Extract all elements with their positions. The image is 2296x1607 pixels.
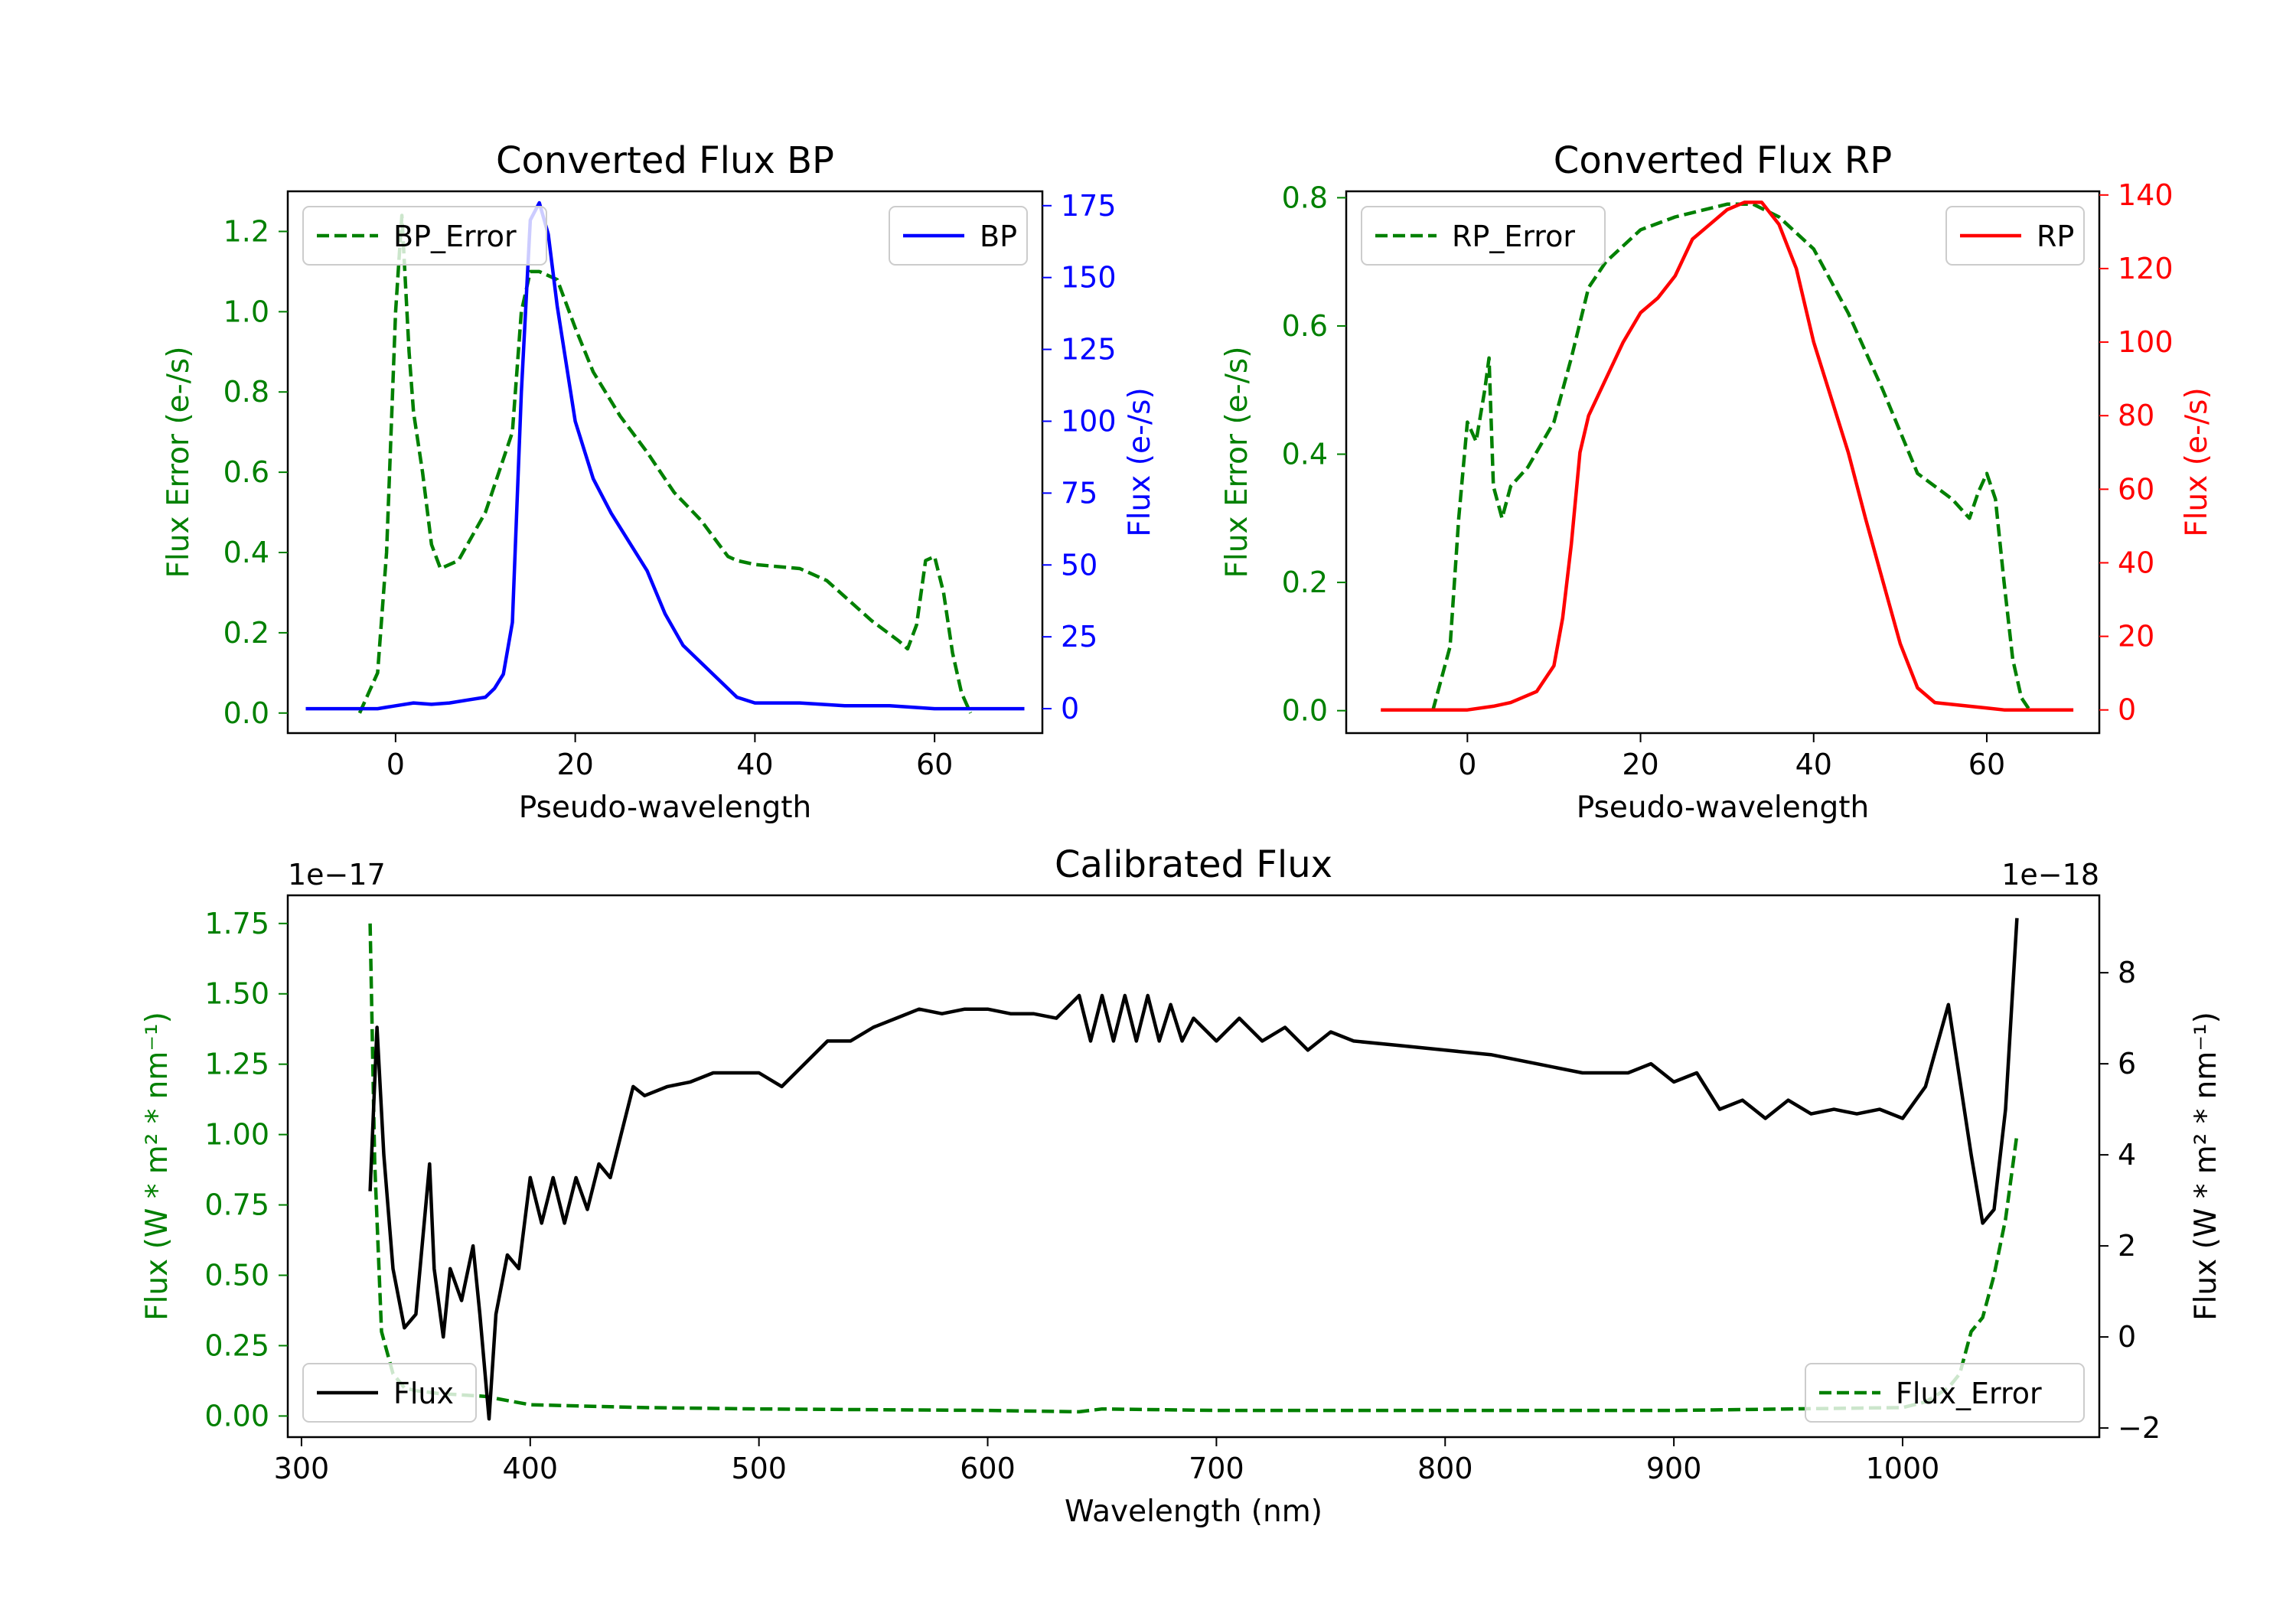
bp-y-left-tick-label: 1.0 [223, 295, 269, 328]
rp-series-rp-error [1430, 202, 2032, 712]
cal-y-left-tick-label: 1.25 [204, 1048, 269, 1081]
cal-legend-label: Flux_Error [1896, 1377, 2042, 1410]
rp-y-left-axis-label: Flux Error (e-/s) [1220, 347, 1254, 579]
cal-y-right-tick-label: 0 [2118, 1320, 2136, 1354]
bp-y-left-tick-label: 0.8 [223, 375, 269, 409]
bp-y-left-tick-label: 0.4 [223, 536, 269, 569]
rp-legend-label: RP [2037, 220, 2074, 253]
rp-y-right-tick-label: 100 [2118, 325, 2174, 359]
cal-x-tick-label: 600 [960, 1452, 1016, 1485]
rp-y-right-tick-label: 0 [2118, 693, 2136, 727]
cal-offset-left: 1e−17 [288, 858, 386, 892]
bp-y-right-tick-label: 0 [1061, 692, 1079, 725]
rp-x-tick-label: 20 [1622, 748, 1658, 781]
rp-y-left-tick-label: 0.6 [1282, 309, 1328, 343]
rp-y-right-tick-label: 120 [2118, 252, 2174, 285]
bp-x-tick-label: 20 [556, 748, 593, 781]
bp-title: Converted Flux BP [496, 139, 834, 182]
cal-y-left-axis-label: Flux (W * m² * nm⁻¹) [140, 1012, 174, 1321]
cal-y-right-tick-label: 4 [2118, 1138, 2136, 1172]
cal-series-flux [368, 918, 2019, 1421]
cal-y-left-tick-label: 1.75 [204, 907, 269, 940]
rp-y-left-tick-label: 0.8 [1282, 181, 1328, 214]
cal-y-right-tick-label: 8 [2118, 956, 2136, 989]
bp-axes-frame [286, 190, 1044, 735]
rp-y-right-tick-label: 20 [2118, 620, 2154, 654]
bp-legend-box [302, 206, 547, 266]
bp-x-axis-label: Pseudo-wavelength [519, 790, 811, 825]
cal-y-right-tick-label: −2 [2118, 1411, 2161, 1445]
rp-y-left-tick-label: 0.4 [1282, 438, 1328, 471]
cal-y-left-tick-label: 1.00 [204, 1118, 269, 1152]
rp-series-rp [1381, 200, 2074, 712]
rp-y-right-tick-label: 140 [2118, 178, 2174, 212]
cal-legend-label: Flux [393, 1377, 454, 1410]
bp-y-right-tick-label: 25 [1061, 620, 1097, 654]
rp-y-right-tick-label: 60 [2118, 472, 2154, 506]
bp-y-left-tick-label: 0.2 [223, 616, 269, 650]
cal-x-tick-label: 800 [1417, 1452, 1473, 1485]
cal-y-right-tick-label: 2 [2118, 1229, 2136, 1263]
rp-y-left-tick-label: 0.0 [1282, 694, 1328, 728]
cal-axes-frame [286, 894, 2101, 1439]
bp-y-right-tick-label: 75 [1061, 476, 1097, 510]
cal-x-tick-label: 700 [1189, 1452, 1244, 1485]
bp-y-right-tick-label: 100 [1061, 404, 1117, 438]
cal-y-left-tick-label: 0.50 [204, 1259, 269, 1292]
rp-x-tick-label: 60 [1968, 748, 2005, 781]
rp-x-tick-label: 40 [1795, 748, 1832, 781]
bp-y-left-tick-label: 0.0 [223, 696, 269, 730]
cal-title: Calibrated Flux [1055, 843, 1332, 886]
cal-y-left-tick-label: 0.25 [204, 1328, 269, 1362]
cal-series-flux-error [368, 923, 2019, 1414]
cal-y-right-axis-label: Flux (W * m² * nm⁻¹) [2189, 1012, 2223, 1321]
cal-y-left-tick-label: 1.50 [204, 977, 269, 1011]
rp-title: Converted Flux RP [1554, 139, 1892, 182]
bp-x-tick-label: 40 [736, 748, 773, 781]
cal-legend-box [302, 1363, 477, 1423]
plots-layer: Converted Flux BP0 20 40 600.00.20.40.60.81… [140, 139, 2223, 1529]
cal-x-tick-label: 400 [503, 1452, 559, 1485]
cal-y-left-tick-label: 0.75 [204, 1188, 269, 1222]
rp-y-right-tick-label: 80 [2118, 399, 2154, 432]
cal-y-right-tick-label: 6 [2118, 1047, 2136, 1081]
rp-x-axis-label: Pseudo-wavelength [1577, 790, 1869, 825]
bp-y-right-tick-label: 150 [1061, 261, 1117, 295]
rp-y-right-axis-label: Flux (e-/s) [2180, 387, 2214, 536]
cal-x-tick-label: 500 [731, 1452, 787, 1485]
bp-y-left-axis-label: Flux Error (e-/s) [161, 347, 196, 579]
cal-offset-right: 1e−18 [2001, 858, 2099, 892]
bp-x-tick-label: 60 [916, 748, 953, 781]
bp-y-right-tick-label: 50 [1061, 548, 1097, 582]
rp-x-tick-label: 0 [1458, 748, 1476, 781]
bp-y-left-tick-label: 0.6 [223, 455, 269, 489]
rp-legend-box [1361, 206, 1606, 266]
bp-x-tick-label: 0 [386, 748, 405, 781]
bp-y-right-axis-label: Flux (e-/s) [1123, 387, 1157, 536]
cal-legend-box [1805, 1363, 2085, 1423]
rp-legend-label: RP_Error [1452, 220, 1575, 253]
rp-y-left-tick-label: 0.2 [1282, 566, 1328, 599]
rp-y-right-tick-label: 40 [2118, 546, 2154, 579]
rp-axes-frame [1345, 190, 2101, 735]
bp-y-right-tick-label: 175 [1061, 189, 1117, 223]
bp-series-bp [305, 200, 1025, 711]
bp-y-left-tick-label: 1.2 [223, 214, 269, 248]
cal-x-tick-label: 300 [274, 1452, 330, 1485]
bp-y-right-tick-label: 125 [1061, 333, 1117, 367]
bp-legend-label: BP_Error [393, 220, 517, 253]
bp-series-bp-error [357, 214, 973, 714]
cal-x-tick-label: 1000 [1866, 1452, 1940, 1485]
cal-y-left-tick-label: 0.00 [204, 1399, 269, 1433]
bp-legend-label: BP [980, 220, 1017, 253]
cal-x-axis-label: Wavelength (nm) [1065, 1495, 1322, 1529]
cal-x-tick-label: 900 [1646, 1452, 1702, 1485]
